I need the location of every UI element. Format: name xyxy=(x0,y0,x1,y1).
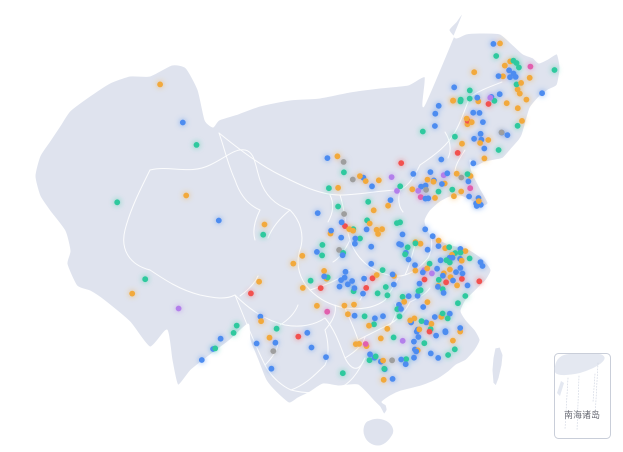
svg-text:南海诸岛: 南海诸岛 xyxy=(564,409,600,420)
